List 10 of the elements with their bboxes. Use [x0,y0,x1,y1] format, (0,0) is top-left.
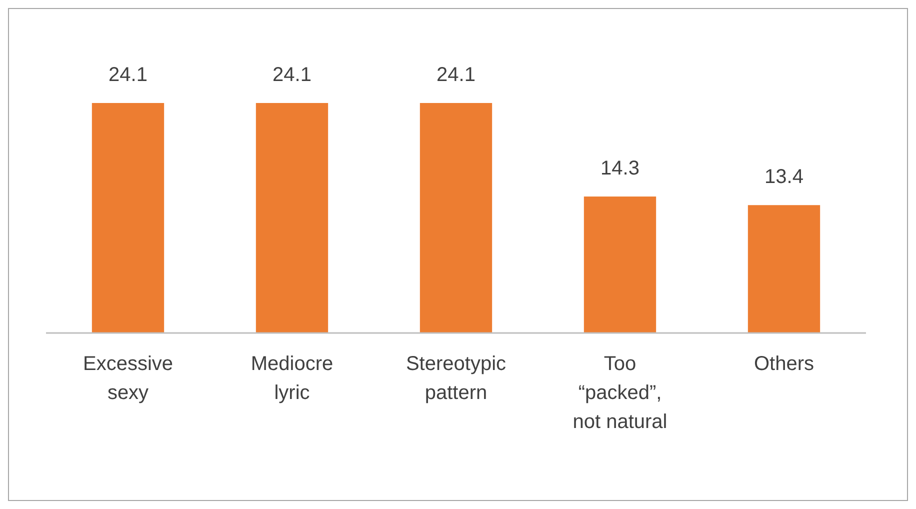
x-tick-label: Too “packed”, not natural [572,353,668,433]
data-label: 24.1 [436,64,476,86]
x-tick-label: Others [754,353,814,375]
x-tick-label: Stereotypic pattern [406,353,506,404]
x-tick-label: Mediocre lyric [250,353,334,404]
data-label: 24.1 [272,64,312,86]
data-label: 13.4 [764,166,804,188]
data-label: 24.1 [108,64,148,86]
x-tick-label: Excessive sexy [82,353,174,404]
data-label: 14.3 [600,158,640,180]
